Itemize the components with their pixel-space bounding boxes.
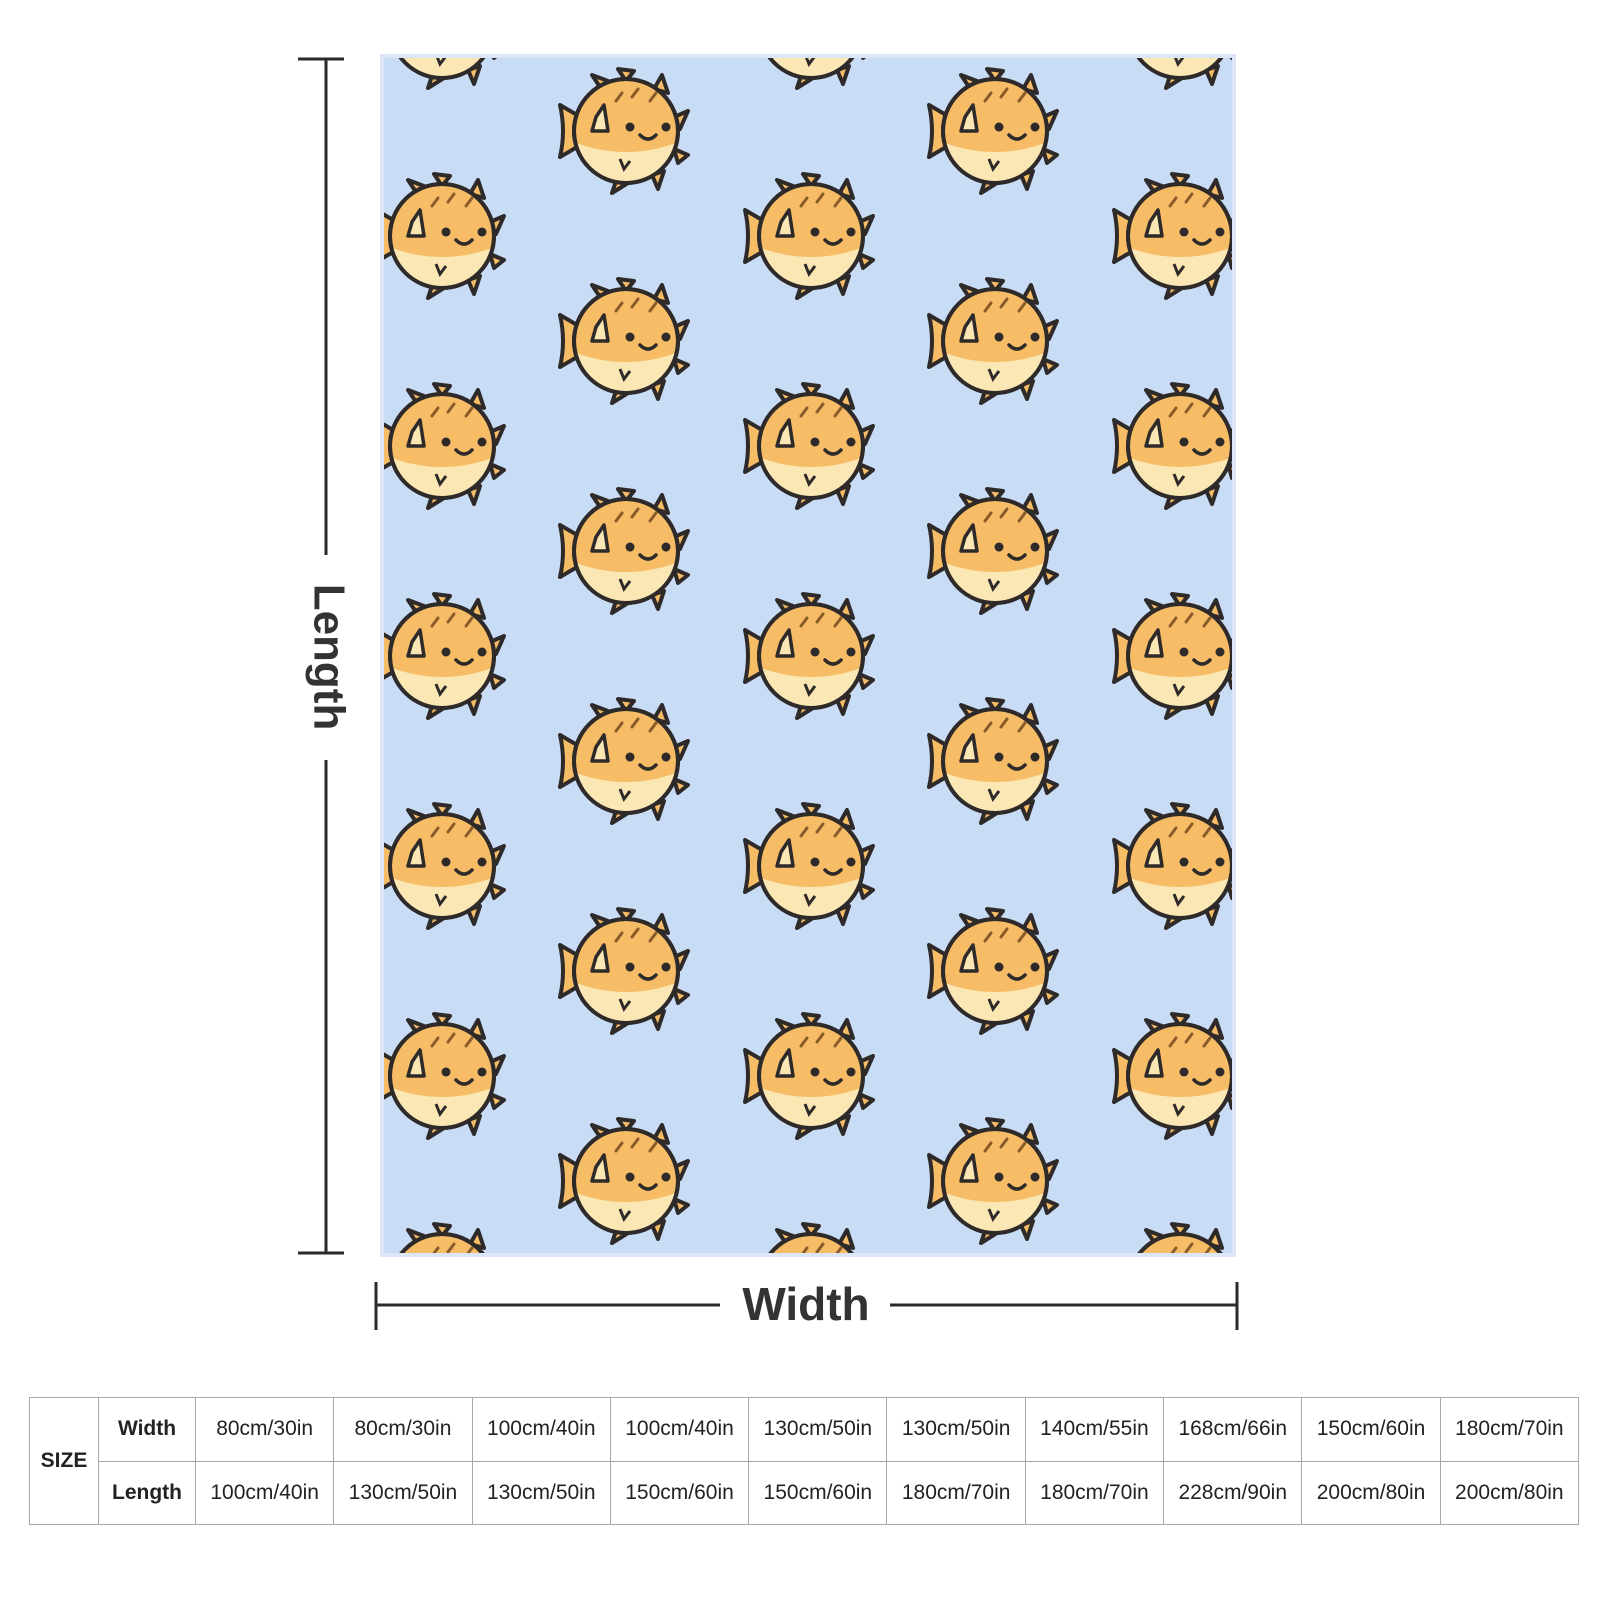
size-cell: 150cm/60in: [748, 1460, 888, 1525]
width-label: Width: [742, 1278, 869, 1330]
size-cell: 130cm/50in: [886, 1397, 1026, 1462]
size-cell: 200cm/80in: [1301, 1460, 1441, 1525]
size-cell: 100cm/40in: [471, 1397, 611, 1462]
size-cell: 200cm/80in: [1439, 1460, 1579, 1525]
size-cell: 228cm/90in: [1163, 1460, 1303, 1525]
size-cell: 180cm/70in: [1024, 1460, 1165, 1525]
size-cell: 150cm/60in: [609, 1460, 750, 1525]
width-dimension: [374, 1282, 1239, 1330]
size-label: SIZE: [29, 1397, 99, 1525]
row-header: Width: [98, 1397, 196, 1462]
length-label: Length: [304, 584, 353, 731]
size-cell: 100cm/40in: [194, 1460, 335, 1525]
size-cell: 130cm/50in: [333, 1460, 473, 1525]
table-row: SIZE Width 80cm/30in 80cm/30in 100cm/40in 100…: [29, 1397, 1579, 1525]
size-cell: 150cm/60in: [1301, 1397, 1441, 1462]
blanket: [380, 54, 1236, 1257]
size-cell: 100cm/40in: [609, 1397, 750, 1462]
product-image: Length Width: [298, 54, 1239, 1330]
size-cell: 180cm/70in: [1439, 1397, 1579, 1462]
row-header: Length: [98, 1460, 196, 1525]
size-table: SIZE Width 80cm/30in 80cm/30in 100cm/40in 100…: [29, 1397, 1579, 1525]
size-cell: 130cm/50in: [471, 1460, 611, 1525]
size-cell: 80cm/30in: [333, 1397, 473, 1462]
size-cell: 80cm/30in: [194, 1397, 335, 1462]
size-cell: 180cm/70in: [886, 1460, 1026, 1525]
size-cell: 130cm/50in: [748, 1397, 888, 1462]
size-cell: 168cm/66in: [1163, 1397, 1303, 1462]
size-cell: 140cm/55in: [1024, 1397, 1165, 1462]
table-row: Length 100cm/40in 130cm/50in 130cm/50in 150c…: [30, 1460, 1579, 1525]
length-dimension: [298, 57, 344, 1255]
